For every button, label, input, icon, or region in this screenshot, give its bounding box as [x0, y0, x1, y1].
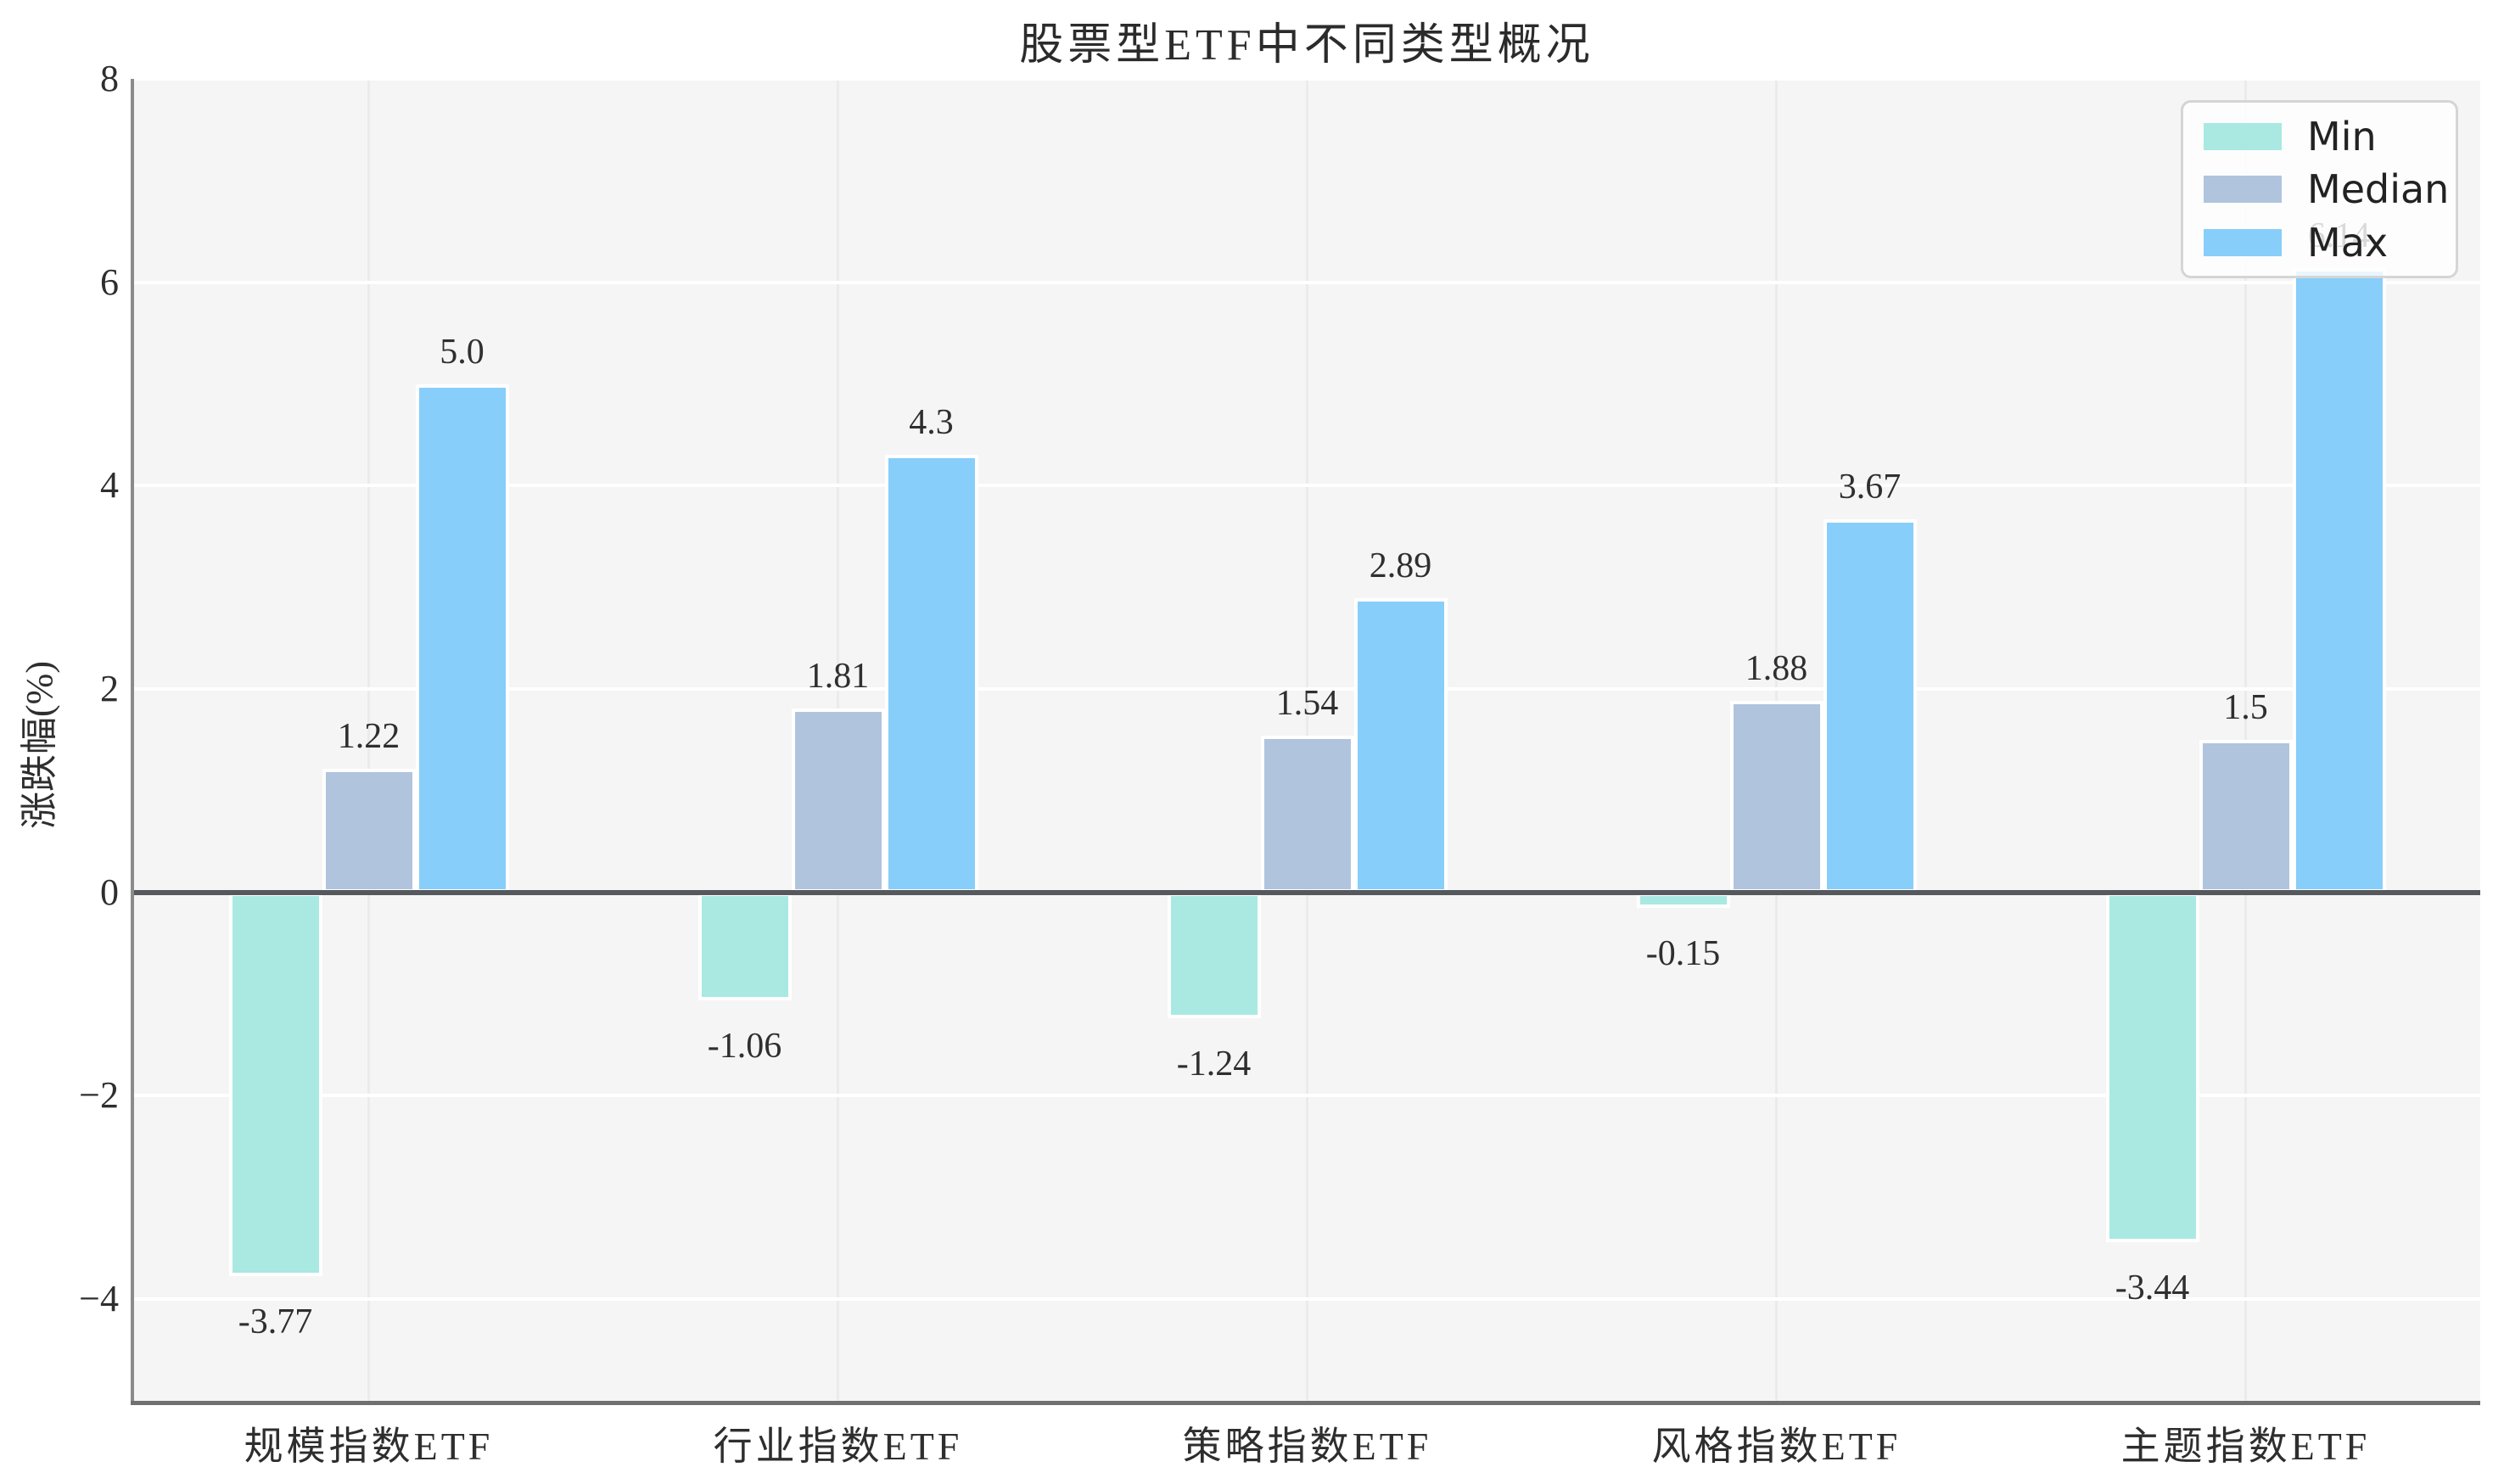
gridline-horizontal-6	[134, 280, 2480, 284]
bar-median-4	[1729, 701, 1823, 893]
bar-value-max-1: 5.0	[440, 332, 485, 372]
x-tick-label-3: 策略指数ETF	[1182, 1425, 1432, 1468]
legend-item-max: Max	[2204, 223, 2456, 262]
x-tick-label-1: 规模指数ETF	[244, 1425, 494, 1468]
bar-median-1	[322, 768, 416, 893]
bar-value-median-1: 1.22	[337, 716, 401, 756]
bar-value-min-1: -3.77	[238, 1302, 313, 1341]
y-tick-label-0: 0	[100, 871, 119, 913]
bar-value-min-5: -3.44	[2115, 1268, 2190, 1308]
bar-min-2	[697, 892, 792, 1000]
bar-median-5	[2199, 740, 2293, 893]
bar-value-median-4: 1.88	[1745, 649, 1808, 689]
legend-swatch-max	[2204, 228, 2282, 256]
legend-item-min: Min	[2204, 117, 2456, 156]
bar-max-4	[1823, 518, 1917, 893]
x-tick-label-2: 行业指数ETF	[713, 1425, 963, 1468]
bar-value-max-2: 4.3	[909, 403, 954, 443]
legend-label-median: Median	[2307, 166, 2450, 212]
bar-max-5	[2292, 267, 2386, 893]
bar-value-median-2: 1.81	[806, 656, 870, 696]
gridline-horizontal--2	[134, 1094, 2480, 1098]
bar-value-min-2: -1.06	[707, 1026, 782, 1066]
gridline-horizontal--4	[134, 1297, 2480, 1302]
bar-min-5	[2105, 892, 2199, 1243]
gridline-vertical-1	[367, 79, 370, 1401]
legend-item-median: Median	[2204, 170, 2456, 209]
y-tick-label--4: −4	[79, 1278, 119, 1320]
y-tick-label-2: 2	[100, 668, 119, 710]
y-tick-label-6: 6	[100, 260, 119, 303]
legend-label-max: Max	[2307, 219, 2389, 266]
legend-label-min: Min	[2307, 113, 2377, 160]
bar-max-3	[1353, 598, 1448, 893]
y-tick-label-4: 4	[100, 464, 119, 507]
legend-swatch-median	[2204, 176, 2282, 203]
legend-swatch-min	[2204, 122, 2282, 150]
x-tick-label-4: 风格指数ETF	[1651, 1425, 1902, 1468]
y-tick-label--2: −2	[79, 1074, 119, 1117]
chart-title: 股票型ETF中不同类型概况	[1019, 21, 1594, 70]
bar-max-2	[884, 455, 978, 893]
bar-value-min-3: -1.24	[1176, 1044, 1252, 1084]
bar-max-1	[415, 384, 509, 893]
y-tick-label-8: 8	[100, 58, 119, 99]
bar-value-min-4: -0.15	[1645, 933, 1721, 973]
bar-value-max-3: 2.89	[1369, 546, 1432, 586]
y-axis-spine	[131, 79, 134, 1403]
zero-baseline	[134, 889, 2480, 895]
bar-min-3	[1167, 892, 1261, 1019]
legend: Min Median Max	[2181, 100, 2458, 278]
bar-value-max-4: 3.67	[1838, 467, 1902, 507]
gridline-horizontal-4	[134, 484, 2480, 488]
x-axis-spine	[131, 1401, 2480, 1405]
bar-min-1	[228, 892, 322, 1276]
x-tick-label-5: 主题指数ETF	[2120, 1425, 2371, 1468]
y-axis-label: 涨跌幅(%)	[19, 661, 60, 829]
bar-median-3	[1260, 736, 1354, 893]
bar-value-median-3: 1.54	[1275, 684, 1339, 724]
bar-value-median-5: 1.5	[2223, 688, 2268, 727]
gridline-horizontal-8	[134, 77, 2480, 81]
bar-median-2	[791, 708, 885, 893]
gridline-horizontal-2	[134, 687, 2480, 692]
